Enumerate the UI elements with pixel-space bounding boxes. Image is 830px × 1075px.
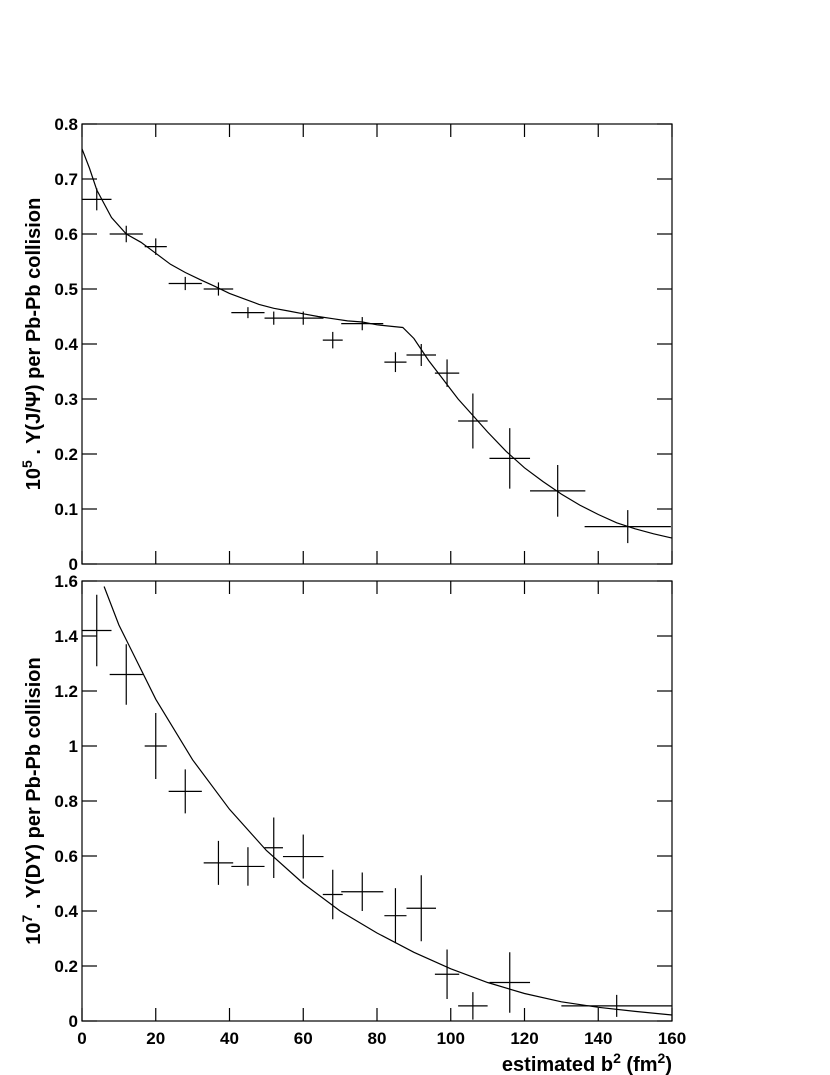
y-tick-label: 0.1 [54,500,78,519]
y-tick-label: 1 [69,737,78,756]
x-tick-label: 120 [510,1029,538,1048]
y-tick-label: 0.3 [54,390,78,409]
fit-curve [103,586,673,1016]
x-tick-label: 100 [437,1029,465,1048]
y-tick-label: 0.2 [54,445,78,464]
x-axis-label-part: 2 [613,1050,621,1066]
y-axis-label-part: 10 [23,923,45,945]
y-axis-label-part: 5 [19,460,35,468]
x-axis-label-part: ) [665,1054,672,1075]
y-tick-label: 0.6 [54,847,78,866]
x-tick-label: 80 [368,1029,387,1048]
y-axis-label-part: 10 [23,468,45,490]
y-axis-label-part: . Y(J/Ψ) per Pb-Pb collision [23,198,45,461]
x-tick-label: 40 [220,1029,239,1048]
y-axis-label: 105 . Y(J/Ψ) per Pb-Pb collision [19,198,45,491]
y-tick-label: 0 [69,1012,78,1031]
y-tick-label: 0.5 [54,280,78,299]
x-axis-label: estimated b2 (fm2) [502,1050,672,1075]
y-tick-label: 0.4 [54,902,78,921]
y-tick-label: 0.6 [54,225,78,244]
x-axis-label-part: 2 [658,1050,666,1066]
y-tick-label: 0.7 [54,170,78,189]
y-axis-label-part: . Y(DY) per Pb-Pb collision [23,657,45,914]
x-axis-label-part: (fm [621,1054,658,1075]
plot-frame [81,580,673,1022]
x-tick-label: 60 [294,1029,313,1048]
y-tick-label: 0 [69,555,78,574]
x-tick-label: 0 [77,1029,86,1048]
plot-frame [81,123,673,565]
y-axis-label: 107 . Y(DY) per Pb-Pb collision [19,657,45,945]
x-tick-label: 160 [658,1029,686,1048]
x-tick-label: 140 [584,1029,612,1048]
y-tick-label: 1.4 [54,627,78,646]
y-tick-label: 0.4 [54,335,78,354]
y-tick-label: 0.8 [54,792,78,811]
fit-curve [81,148,673,539]
y-tick-label: 1.2 [54,682,78,701]
x-tick-label: 20 [146,1029,165,1048]
y-tick-label: 0.2 [54,957,78,976]
y-tick-label: 0.8 [54,115,78,134]
x-axis-label-part: estimated b [502,1054,613,1075]
y-tick-label: 1.6 [54,572,78,591]
y-axis-label-part: 7 [19,915,35,923]
